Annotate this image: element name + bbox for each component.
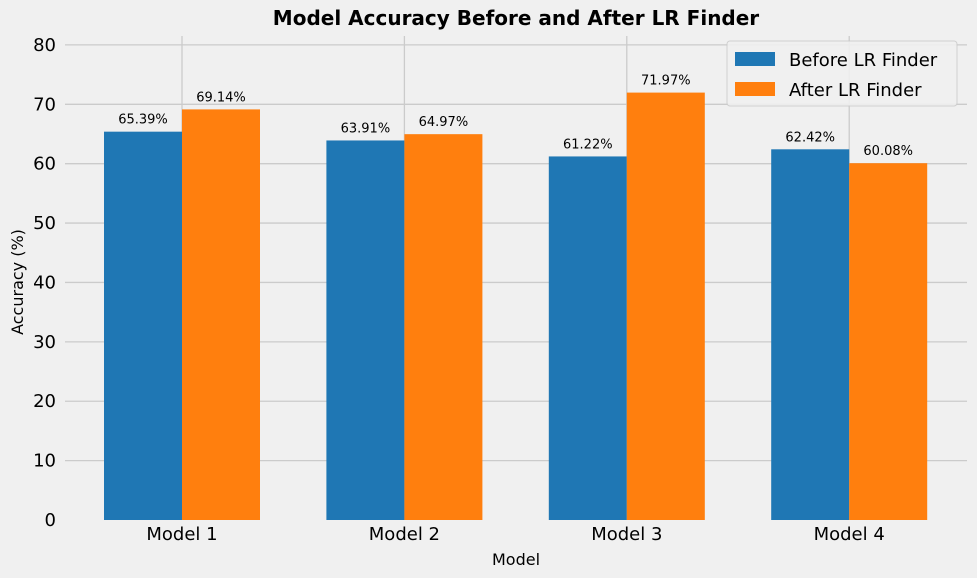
y-tick-label-10: 10: [33, 451, 56, 472]
chart-title: Model Accuracy Before and After LR Finde…: [273, 6, 760, 30]
x-axis-label: Model: [492, 550, 540, 569]
x-axis-ticks: Model 1 Model 2 Model 3 Model 4: [146, 524, 884, 545]
bar-before-model-3: [548, 156, 627, 520]
data-label-after-model-4: 60.08%: [863, 144, 913, 159]
y-axis-label: Accuracy (%): [8, 229, 27, 335]
y-tick-label-40: 40: [33, 272, 56, 293]
bar-before-model-1: [104, 131, 182, 520]
bar-after-model-2: [404, 134, 483, 520]
data-label-after-model-3: 71.97%: [641, 74, 691, 89]
legend-swatch-after: [735, 82, 775, 96]
bars: [104, 92, 928, 521]
bar-after-model-3: [626, 92, 705, 520]
x-tick-label-model-4: Model 4: [814, 524, 885, 545]
bar-after-model-1: [182, 109, 260, 520]
data-label-after-model-2: 64.97%: [419, 115, 469, 130]
data-label-before-model-4: 62.42%: [785, 130, 835, 145]
y-tick-label-60: 60: [33, 154, 56, 175]
legend-frame: [726, 40, 958, 107]
data-label-before-model-3: 61.22%: [563, 137, 613, 152]
y-tick-label-80: 80: [33, 35, 56, 56]
y-tick-label-30: 30: [33, 332, 56, 353]
y-tick-label-0: 0: [45, 510, 56, 531]
x-tick-label-model-3: Model 3: [591, 524, 662, 545]
data-label-before-model-1: 65.39%: [118, 113, 168, 128]
x-tick-label-model-1: Model 1: [146, 524, 217, 545]
data-label-before-model-2: 63.91%: [341, 121, 391, 136]
bar-before-model-4: [771, 149, 850, 520]
legend-label-after: After LR Finder: [789, 80, 922, 101]
legend: Before LR Finder After LR Finder: [726, 40, 958, 107]
y-axis-ticks: 0 10 20 30 40 50 60 70 80: [33, 35, 56, 531]
y-tick-label-50: 50: [33, 213, 56, 234]
x-tick-label-model-2: Model 2: [369, 524, 440, 545]
data-label-after-model-1: 69.14%: [196, 90, 246, 105]
bar-before-model-2: [326, 140, 405, 520]
y-tick-label-20: 20: [33, 391, 56, 412]
y-tick-label-70: 70: [33, 94, 56, 115]
data-labels: 65.39% 63.91% 61.22% 62.42% 69.14% 64.97% 71.9…: [118, 74, 913, 160]
legend-swatch-before: [735, 52, 775, 66]
bar-after-model-4: [849, 163, 928, 521]
legend-label-before: Before LR Finder: [789, 50, 938, 71]
